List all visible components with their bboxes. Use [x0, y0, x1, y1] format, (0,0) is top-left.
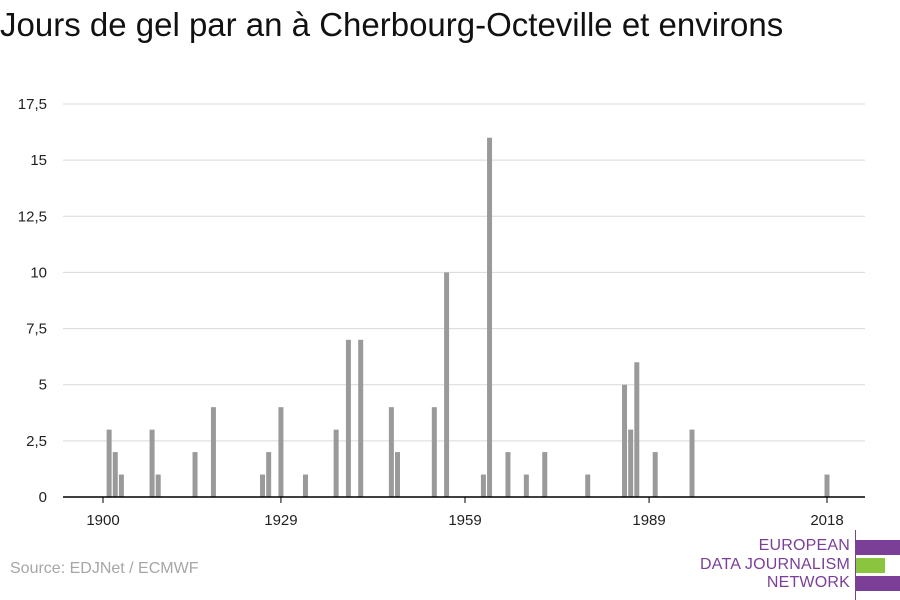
logo-line-3: NETWORK	[766, 574, 850, 591]
bar-1956[interactable]	[444, 272, 450, 497]
x-tick-label: 1900	[86, 512, 119, 529]
bar-1918[interactable]	[210, 407, 216, 497]
bar-1979[interactable]	[585, 474, 591, 497]
x-tick-label: 1929	[264, 512, 297, 529]
bar-1927[interactable]	[266, 452, 272, 497]
bar-1966[interactable]	[505, 452, 511, 497]
bar-1990[interactable]	[652, 452, 658, 497]
chart-title: Jours de gel par an à Cherbourg-Octevill…	[0, 6, 784, 43]
logo-line-2: DATA JOURNALISM	[700, 555, 850, 573]
bar-1909[interactable]	[155, 474, 161, 497]
bar-2018[interactable]	[824, 474, 830, 497]
logo-bar-bottom	[856, 576, 900, 591]
bar-1902[interactable]	[112, 452, 118, 497]
bar-1942[interactable]	[358, 339, 364, 497]
bar-1972[interactable]	[542, 452, 548, 497]
bar-1940[interactable]	[345, 339, 351, 497]
y-tick-label: 12,5	[18, 208, 47, 225]
logo-bar-top	[856, 540, 900, 555]
x-tick-label: 1989	[632, 512, 665, 529]
bars	[106, 137, 830, 497]
logo-divider	[855, 530, 856, 600]
y-tick-label: 7,5	[26, 321, 47, 338]
y-tick-label: 5	[39, 377, 47, 394]
bar-1938[interactable]	[333, 429, 339, 497]
x-axis-tick-labels: 1900 1929 1959 1989 2018	[86, 512, 843, 529]
bar-1903[interactable]	[118, 474, 124, 497]
bar-1908[interactable]	[149, 429, 155, 497]
logo-line-1: EUROPEAN	[758, 537, 850, 554]
bar-1915[interactable]	[192, 452, 198, 497]
y-tick-label: 2,5	[26, 433, 47, 450]
x-axis	[63, 496, 865, 503]
y-tick-label: 0	[39, 489, 47, 506]
bar-1948[interactable]	[395, 452, 401, 497]
bar-1963[interactable]	[487, 137, 493, 497]
grid-lines	[63, 103, 865, 442]
bar-1986[interactable]	[628, 429, 634, 497]
y-tick-label: 15	[30, 152, 47, 169]
bar-1954[interactable]	[431, 407, 437, 497]
bar-1962[interactable]	[480, 474, 486, 497]
bar-1926[interactable]	[260, 474, 266, 497]
logo-bar-middle	[856, 558, 885, 573]
logo-wordmark: EUROPEAN DATA JOURNALISM NETWORK	[700, 537, 850, 593]
y-tick-label: 10	[30, 264, 47, 281]
bar-1985[interactable]	[622, 384, 628, 497]
y-tick-label: 17,5	[18, 96, 47, 113]
bar-1929[interactable]	[278, 407, 284, 497]
edjnet-logo[interactable]: EUROPEAN DATA JOURNALISM NETWORK	[690, 530, 900, 600]
bar-1933[interactable]	[302, 474, 308, 497]
x-tick-label: 1959	[448, 512, 481, 529]
bar-1969[interactable]	[523, 474, 529, 497]
bar-1987[interactable]	[634, 362, 640, 497]
x-tick-label: 2018	[810, 512, 843, 529]
bar-1996[interactable]	[689, 429, 695, 497]
bar-1947[interactable]	[388, 407, 394, 497]
source-note: Source: EDJNet / ECMWF	[10, 560, 199, 577]
bar-1901[interactable]	[106, 429, 112, 497]
y-axis-tick-labels: 0 2,5 5 7,5 10 12,5 15 17,5	[18, 96, 47, 506]
